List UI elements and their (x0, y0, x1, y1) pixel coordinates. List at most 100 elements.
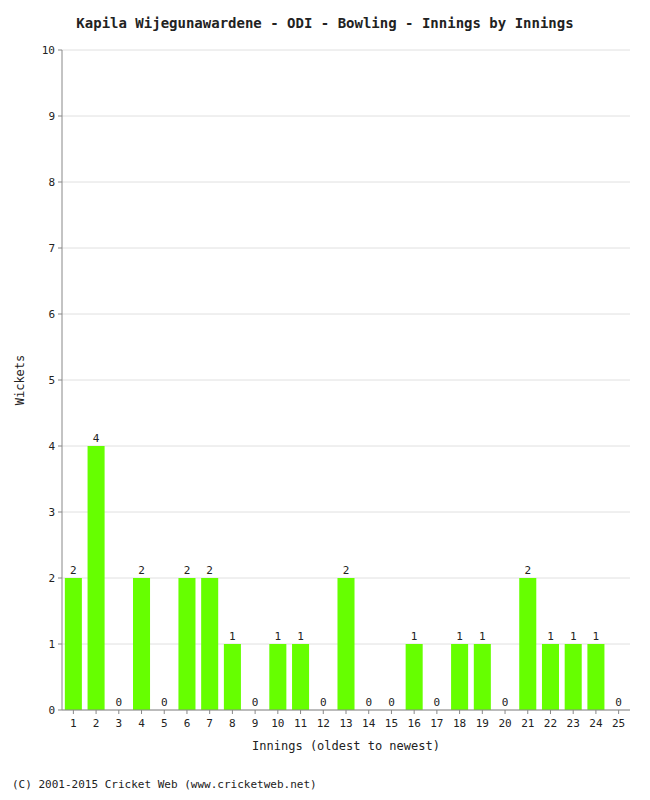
x-tick (368, 710, 369, 714)
bars (65, 446, 605, 710)
x-tick-label: 15 (385, 717, 398, 730)
data-label: 1 (593, 630, 600, 643)
x-tick (164, 710, 165, 714)
bar (451, 644, 468, 710)
x-tick-label: 6 (184, 717, 191, 730)
x-tick-label: 18 (453, 717, 466, 730)
x-tick (618, 710, 619, 714)
x-tick-label: 8 (229, 717, 236, 730)
x-tick (209, 710, 210, 714)
x-tick (118, 710, 119, 714)
bar (542, 644, 559, 710)
x-tick (391, 710, 392, 714)
y-tick (58, 116, 62, 117)
data-label: 0 (115, 696, 122, 709)
data-label: 2 (70, 564, 77, 577)
bar (565, 644, 582, 710)
x-tick (186, 710, 187, 714)
data-label: 2 (206, 564, 213, 577)
data-label: 1 (456, 630, 463, 643)
data-label: 0 (502, 696, 509, 709)
bar (269, 644, 286, 710)
bar (224, 644, 241, 710)
data-label: 0 (365, 696, 372, 709)
y-tick (58, 314, 62, 315)
x-tick (595, 710, 596, 714)
x-tick (505, 710, 506, 714)
x-tick-label: 20 (498, 717, 511, 730)
bar (474, 644, 491, 710)
x-tick-label: 11 (294, 717, 307, 730)
x-tick-label: 16 (408, 717, 421, 730)
grid-line (62, 182, 630, 183)
grid-line (62, 446, 630, 447)
x-tick-label: 25 (612, 717, 625, 730)
grid-line (62, 248, 630, 249)
bar (133, 578, 150, 710)
y-tick-label: 5 (48, 374, 55, 387)
data-label: 0 (252, 696, 259, 709)
data-label: 1 (547, 630, 554, 643)
y-tick (58, 512, 62, 513)
x-tick-label: 21 (521, 717, 534, 730)
data-label: 0 (615, 696, 622, 709)
x-tick (300, 710, 301, 714)
data-label: 1 (570, 630, 577, 643)
x-tick (482, 710, 483, 714)
y-tick-label: 4 (48, 440, 55, 453)
y-tick-label: 0 (48, 704, 55, 717)
x-tick (232, 710, 233, 714)
data-label: 2 (184, 564, 191, 577)
data-label: 1 (275, 630, 282, 643)
x-tick-label: 12 (317, 717, 330, 730)
x-tick (573, 710, 574, 714)
data-label: 2 (343, 564, 350, 577)
x-tick-label: 24 (589, 717, 603, 730)
bar (406, 644, 423, 710)
data-label: 2 (524, 564, 531, 577)
x-tick-label: 22 (544, 717, 557, 730)
bar (178, 578, 195, 710)
x-tick-label: 7 (206, 717, 213, 730)
y-tick (58, 578, 62, 579)
x-axis: 1234567891011121314151617181920212223242… (70, 710, 625, 730)
x-axis-label: Innings (oldest to newest) (252, 739, 440, 753)
data-label: 0 (161, 696, 168, 709)
y-tick (58, 50, 62, 51)
x-tick (323, 710, 324, 714)
y-tick-label: 6 (48, 308, 55, 321)
footer: (C) 2001-2015 Cricket Web (www.cricketwe… (12, 778, 317, 791)
bar (292, 644, 309, 710)
x-tick (346, 710, 347, 714)
x-tick-label: 19 (476, 717, 489, 730)
x-tick (255, 710, 256, 714)
x-tick-label: 23 (567, 717, 580, 730)
x-tick (96, 710, 97, 714)
x-tick-label: 14 (362, 717, 376, 730)
y-tick (58, 710, 62, 711)
bar (519, 578, 536, 710)
y-axis-line (62, 50, 63, 710)
y-tick (58, 644, 62, 645)
y-tick (58, 446, 62, 447)
y-tick-label: 1 (48, 638, 55, 651)
grid-line (62, 116, 630, 117)
y-tick-label: 3 (48, 506, 55, 519)
x-tick-label: 17 (430, 717, 443, 730)
x-tick (414, 710, 415, 714)
x-tick-label: 1 (70, 717, 77, 730)
x-tick (436, 710, 437, 714)
y-axis-label: Wickets (13, 355, 27, 406)
x-tick-label: 4 (138, 717, 145, 730)
x-tick (550, 710, 551, 714)
chart: 0123456789102402022101102001011021110123… (0, 0, 650, 800)
x-tick-label: 9 (252, 717, 259, 730)
x-tick (527, 710, 528, 714)
x-tick (73, 710, 74, 714)
title: Kapila Wijegunawardene - ODI - Bowling -… (76, 15, 573, 31)
data-label: 0 (320, 696, 327, 709)
grid-line (62, 512, 630, 513)
x-tick-label: 10 (271, 717, 284, 730)
bar (88, 446, 105, 710)
y-tick-label: 8 (48, 176, 55, 189)
